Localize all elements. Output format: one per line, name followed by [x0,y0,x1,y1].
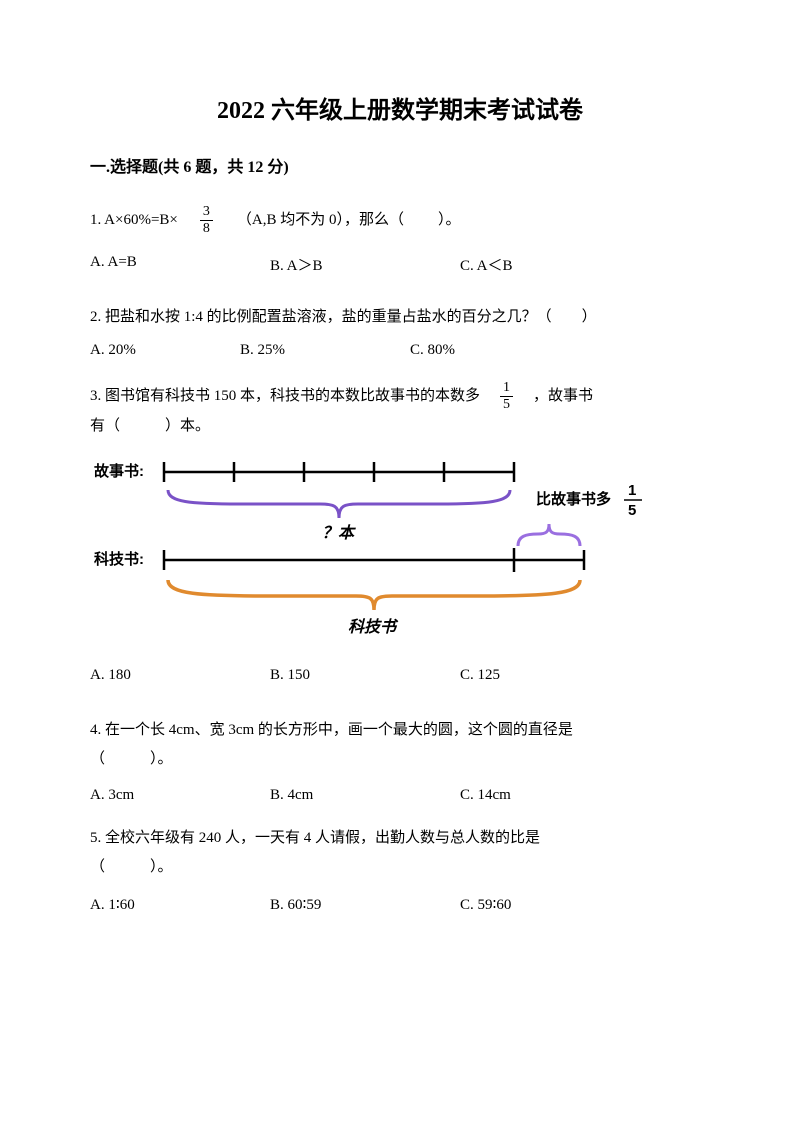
fraction-numerator: 3 [200,205,213,220]
q3-options: A. 180 B. 150 C. 125 [90,667,710,684]
q1-opt-a: A. A=B [90,254,270,275]
q1-suffix: ）。 [438,206,461,235]
q2-text: 2. 把盐和水按 1:4 的比例配置盐溶液，盐的重量占盐水的百分之几？（ ） [90,309,597,325]
fraction-numerator: 1 [500,381,513,396]
q5-opt-a: A. 1∶60 [90,895,270,914]
section-1-header: 一.选择题(共 6 题，共 12 分) [90,153,710,177]
q5-opt-b: B. 60∶59 [270,895,460,914]
svg-text:比故事书多: 比故事书多 [536,490,611,508]
q1-options: A. A=B B. A＞B C. A＜B [90,254,710,275]
q4-opt-c: C. 14cm [460,787,610,804]
svg-text:1: 1 [628,482,636,499]
q1-prefix: 1. A×60%=B× [90,206,178,235]
q4-options: A. 3cm B. 4cm C. 14cm [90,787,710,804]
q2-opt-b: B. 25% [240,342,410,359]
exam-title: 2022 六年级上册数学期末考试试卷 [90,90,710,125]
q3-mid: ，故事书 [533,382,593,411]
q2-options: A. 20% B. 25% C. 80% [90,342,710,359]
q1-opt-b: B. A＞B [270,254,460,275]
q2-opt-c: C. 80% [410,342,530,359]
svg-text:科技书:: 科技书: [94,550,144,568]
q3-opt-b: B. 150 [270,667,460,684]
q5-line1: 5. 全校六年级有 240 人，一天有 4 人请假，出勤人数与总人数的比是 [90,824,710,853]
question-3: 3. 图书馆有科技书 150 本，科技书的本数比故事书的本数多 1 5 ，故事书… [90,381,710,441]
fraction-denominator: 5 [500,396,513,412]
q1-opt-c: C. A＜B [460,254,610,275]
q4-line1: 4. 在一个长 4cm、宽 3cm 的长方形中，画一个最大的圆，这个圆的直径是 [90,716,710,745]
fraction-denominator: 8 [200,220,213,236]
q4-opt-b: B. 4cm [270,787,460,804]
q4-opt-a: A. 3cm [90,787,270,804]
question-1: 1. A×60%=B× 3 8 （A,B 均不为 0），那么（ ）。 [90,205,710,236]
q1-mid: （A,B 均不为 0），那么（ [237,206,404,235]
svg-text:5: 5 [628,502,636,519]
q3-fraction: 1 5 [500,381,513,412]
svg-text:？本: ？本 [322,524,356,542]
q3-prefix: 3. 图书馆有科技书 150 本，科技书的本数比故事书的本数多 [90,382,480,411]
q1-fraction: 3 8 [200,205,213,236]
q2-opt-a: A. 20% [90,342,240,359]
q3-opt-a: A. 180 [90,667,270,684]
question-2: 2. 把盐和水按 1:4 的比例配置盐溶液，盐的重量占盐水的百分之几？（ ） [90,303,710,332]
q4-line2: （ ）。 [90,745,710,774]
question-4: 4. 在一个长 4cm、宽 3cm 的长方形中，画一个最大的圆，这个圆的直径是 … [90,716,710,773]
svg-text:科技书: 科技书 [348,618,399,636]
q3-opt-c: C. 125 [460,667,610,684]
question-5: 5. 全校六年级有 240 人，一天有 4 人请假，出勤人数与总人数的比是 （ … [90,824,710,881]
q5-line2: （ ）。 [90,853,710,882]
q3-diagram: 故事书: ？本 比故事书多 1 5 科技书: 科技书 [90,454,710,649]
q3-line2: 有（ ）本。 [90,412,710,441]
q5-opt-c: C. 59∶60 [460,895,610,914]
q5-options: A. 1∶60 B. 60∶59 C. 59∶60 [90,895,710,914]
svg-text:故事书:: 故事书: [94,462,144,480]
q1-blank [404,206,438,235]
